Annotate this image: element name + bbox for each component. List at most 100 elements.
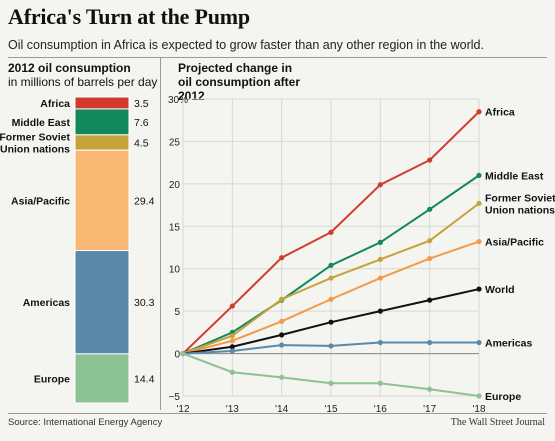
x-tick-label: '12 xyxy=(176,404,189,415)
bar-label-line: Former Soviet xyxy=(0,132,70,144)
bar-segment-middle-east xyxy=(74,108,130,136)
chart-title: Africa's Turn at the Pump xyxy=(8,4,250,29)
x-tick-label: '13 xyxy=(226,404,239,415)
y-tick-label: 10 xyxy=(169,265,181,276)
point-europe xyxy=(180,350,186,357)
point-africa xyxy=(427,157,433,163)
point-world xyxy=(279,332,285,338)
bar-label-europe: Europe xyxy=(34,373,70,385)
point-world xyxy=(229,344,235,350)
point-americas xyxy=(328,343,334,349)
y-tick-label: 5 xyxy=(174,307,180,318)
point-world xyxy=(377,308,383,314)
point-africa xyxy=(377,182,383,188)
line-chart: −5 0 5 10 15 20 25 30% '12 '13 '14 '15 '16 '17 '18 Afri… xyxy=(168,95,555,415)
bar-value-former-soviet-union-nations: 4.5 xyxy=(134,138,149,150)
point-former-soviet-union-nations xyxy=(427,238,433,244)
series-label-line: Union nations xyxy=(485,204,555,216)
series-label-line: Asia/Pacific xyxy=(485,237,544,249)
footer-divider xyxy=(8,413,547,414)
bar-value-asia-pacific: 29.4 xyxy=(134,195,155,207)
left-panel-title-text: 2012 oil consumption xyxy=(8,61,131,75)
point-former-soviet-union-nations xyxy=(279,296,285,302)
bar-label-line: Africa xyxy=(40,98,70,110)
point-middle-east xyxy=(427,206,433,212)
series-label-europe: Europe xyxy=(485,391,521,403)
point-middle-east xyxy=(328,262,334,268)
bar-segment-former-soviet-union-nations xyxy=(74,134,130,151)
point-former-soviet-union-nations xyxy=(377,256,383,262)
point-former-soviet-union-nations xyxy=(476,200,482,206)
bar-label-former-soviet-union-nations: Former Soviet Union nations xyxy=(0,132,70,156)
series-label-asia-pacific: Asia/Pacific xyxy=(485,237,544,249)
point-former-soviet-union-nations xyxy=(328,275,334,281)
series-label-line: Africa xyxy=(485,107,515,119)
series-label-line: Americas xyxy=(485,338,532,350)
series-label-line: World xyxy=(485,284,515,296)
series-label-line: Europe xyxy=(485,391,521,403)
point-africa xyxy=(328,229,334,235)
point-americas xyxy=(279,342,285,348)
y-tick-label: −5 xyxy=(169,392,181,403)
bar-label-line: Union nations xyxy=(0,144,70,156)
series-label-world: World xyxy=(485,284,515,296)
bar-label-middle-east: Middle East xyxy=(12,117,71,129)
bar-segment-asia-pacific xyxy=(74,149,130,252)
point-world xyxy=(476,286,482,292)
point-asia-pacific xyxy=(427,255,433,262)
point-americas xyxy=(427,339,433,346)
point-africa xyxy=(476,109,482,115)
y-tick-label: 15 xyxy=(169,222,181,233)
point-americas xyxy=(229,348,235,354)
point-europe xyxy=(229,369,235,375)
point-middle-east xyxy=(476,172,482,178)
point-europe xyxy=(427,386,433,392)
point-former-soviet-union-nations xyxy=(229,333,235,339)
x-tick-label: '18 xyxy=(472,404,485,415)
x-tick-label: '16 xyxy=(374,404,387,415)
series-label-americas: Americas xyxy=(485,338,532,350)
bar-label-asia-pacific: Asia/Pacific xyxy=(11,195,70,207)
bar-segment-americas xyxy=(74,250,130,355)
series-label-middle-east: Middle East xyxy=(485,170,544,182)
point-africa xyxy=(229,303,235,309)
point-asia-pacific xyxy=(328,296,334,302)
publisher-credit: The Wall Street Journal xyxy=(450,417,545,428)
series-label-former-soviet-union-nations: Former Soviet Union nations xyxy=(485,192,555,216)
header-divider xyxy=(8,57,547,58)
bar-label-africa: Africa xyxy=(40,98,70,110)
x-tick-label: '17 xyxy=(423,404,436,415)
bar-label-line: Middle East xyxy=(12,117,71,129)
series-label-africa: Africa xyxy=(485,107,515,119)
bar-label-line: Asia/Pacific xyxy=(11,195,70,207)
point-europe xyxy=(328,380,334,386)
y-tick-label: 0 xyxy=(174,350,180,361)
left-panel-unit: in millions of barrels per day xyxy=(8,75,158,89)
panel-divider xyxy=(160,58,161,410)
bar-value-middle-east: 7.6 xyxy=(134,117,149,129)
point-world xyxy=(427,297,433,303)
y-tick-label: 20 xyxy=(169,180,181,191)
x-tick-label: '14 xyxy=(275,404,288,415)
point-europe xyxy=(279,374,285,380)
y-tick-label: 30% xyxy=(168,95,188,106)
point-world xyxy=(328,319,334,325)
point-europe xyxy=(377,380,383,386)
bar-segment-europe xyxy=(74,353,130,404)
point-middle-east xyxy=(377,239,383,246)
bar-label-americas: Americas xyxy=(23,297,70,309)
point-asia-pacific xyxy=(476,238,482,245)
point-europe xyxy=(476,393,482,399)
series-label-line: Former Soviet xyxy=(485,192,555,204)
left-panel-title: 2012 oil consumption in millions of barr… xyxy=(8,61,157,89)
chart-subtitle: Oil consumption in Africa is expected to… xyxy=(8,38,484,52)
bar-value-europe: 14.4 xyxy=(134,373,155,385)
point-africa xyxy=(279,255,285,261)
point-americas xyxy=(476,339,482,346)
y-tick-label: 25 xyxy=(169,137,181,148)
bar-label-line: Americas xyxy=(23,297,70,309)
x-tick-label: '15 xyxy=(324,404,337,415)
point-americas xyxy=(377,339,383,346)
stacked-bar-chart: Africa 3.5 Middle East 7.6 Former Soviet Unio… xyxy=(0,96,155,404)
series-label-line: Middle East xyxy=(485,170,544,182)
